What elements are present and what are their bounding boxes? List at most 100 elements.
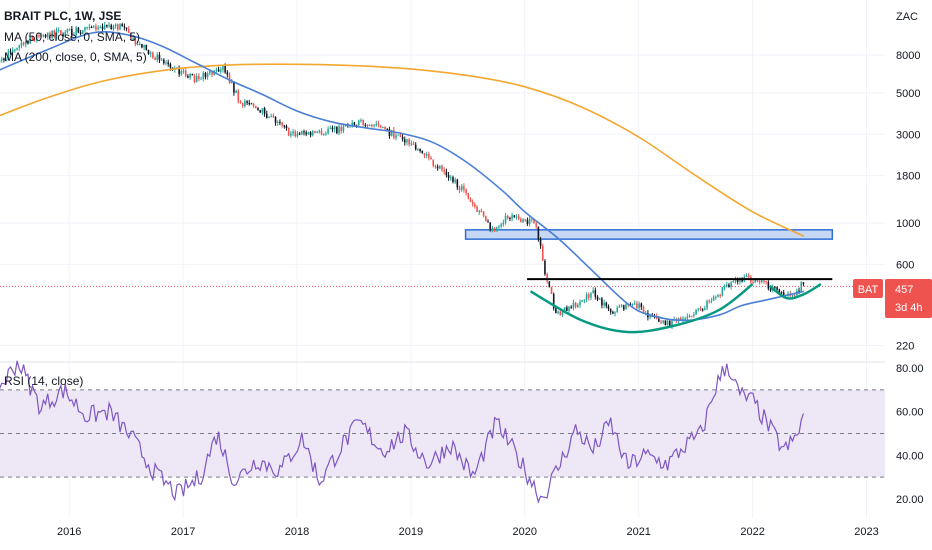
- candle-body: [73, 34, 75, 36]
- candle-body: [16, 48, 18, 50]
- candle-body: [101, 26, 104, 30]
- candle-body: [38, 35, 40, 37]
- candle-body: [198, 76, 200, 79]
- candle-body: [719, 295, 721, 297]
- candle-body: [671, 320, 673, 326]
- candle-body: [447, 175, 450, 178]
- candle-body: [202, 72, 205, 79]
- last-price-badge[interactable]: BAT 457 3d 4h: [853, 279, 932, 318]
- candle-body: [728, 284, 730, 287]
- candle-body: [62, 34, 64, 37]
- time-tick-label: 2016: [57, 526, 81, 538]
- candle-body: [60, 30, 62, 35]
- candle-body: [690, 315, 693, 317]
- candle-body: [541, 245, 544, 261]
- candle-body: [156, 54, 159, 60]
- candle-body: [309, 132, 312, 136]
- candle-body: [193, 74, 196, 82]
- candle-body: [607, 306, 610, 309]
- candle-body: [338, 126, 340, 134]
- candle-body: [209, 71, 211, 74]
- candle-body: [395, 135, 397, 138]
- candle-body: [252, 104, 255, 107]
- rsi-line-layer: [0, 360, 804, 504]
- cup-curve: [529, 283, 754, 334]
- candle-body: [526, 219, 529, 225]
- candle-body: [379, 125, 382, 128]
- candle-body: [662, 320, 665, 323]
- candle-body: [408, 139, 410, 145]
- candle-body: [362, 120, 364, 125]
- candle-body: [417, 148, 419, 150]
- rsi-axis[interactable]: 80.00 60.00 40.00 20.00: [896, 363, 924, 506]
- candle-body: [123, 26, 126, 28]
- candle-body: [294, 131, 297, 137]
- candle-body: [99, 26, 102, 28]
- candle-body: [235, 90, 237, 93]
- candle-body: [524, 219, 527, 221]
- candle-body: [22, 42, 25, 45]
- candle-body: [684, 318, 686, 320]
- candle-body: [537, 226, 540, 240]
- candle-body: [219, 69, 222, 72]
- candle-body: [169, 63, 172, 68]
- candle-body: [90, 26, 93, 28]
- drawings-layer: [527, 278, 833, 334]
- candle-body: [375, 123, 378, 126]
- candle-body: [314, 131, 316, 133]
- last-price-label: 457: [895, 284, 913, 296]
- price-axis[interactable]: ZAC 8000 5000 3000 1800 1000 600 220: [896, 11, 920, 353]
- candle-body: [717, 295, 719, 297]
- candle-body: [184, 70, 187, 77]
- candle-body: [467, 193, 470, 199]
- candle-body: [119, 24, 121, 30]
- candle-body: [145, 45, 148, 50]
- candles-layer: [0, 22, 805, 330]
- candle-body: [693, 314, 695, 316]
- candle-body: [701, 309, 704, 311]
- candle-body: [441, 165, 443, 170]
- countdown-label: 3d 4h: [895, 302, 923, 314]
- candle-body: [802, 282, 805, 284]
- candle-body: [666, 320, 669, 325]
- candle-body: [279, 121, 281, 123]
- candle-body: [112, 26, 115, 30]
- candle-body: [403, 139, 406, 143]
- rsi-band-layer: [0, 389, 885, 478]
- candle-body: [550, 287, 553, 294]
- candle-body: [224, 65, 226, 73]
- candle-body: [732, 281, 735, 283]
- price-pane[interactable]: [0, 0, 885, 518]
- candle-body: [307, 132, 310, 135]
- candle-body: [92, 26, 95, 28]
- candle-body: [233, 82, 235, 93]
- candle-body: [491, 227, 494, 230]
- candle-body: [136, 44, 139, 46]
- candle-body: [55, 30, 58, 37]
- price-grid: [0, 0, 885, 518]
- rsi-pane[interactable]: [0, 360, 885, 504]
- candle-body: [261, 108, 264, 113]
- candle-body: [765, 281, 767, 283]
- candle-body: [152, 52, 154, 58]
- candle-body: [583, 299, 586, 301]
- candle-body: [318, 130, 321, 133]
- candle-body: [255, 106, 257, 109]
- candle-body: [605, 302, 608, 307]
- candle-body: [769, 288, 772, 291]
- candle-body: [127, 28, 130, 33]
- candle-body: [592, 290, 594, 294]
- candle-body: [138, 44, 141, 46]
- time-axis[interactable]: 2016 2017 2018 2019 2020 2021 2022 2023: [57, 526, 879, 538]
- candle-body: [566, 307, 568, 311]
- candle-body: [756, 280, 759, 282]
- rsi-legend: RSI (14, close): [4, 374, 83, 388]
- rsi-tick-label: 20.00: [896, 494, 924, 506]
- candle-body: [686, 316, 689, 319]
- candle-body: [780, 292, 783, 294]
- support-zone-layer: [0, 229, 885, 287]
- candle-body: [493, 227, 496, 232]
- handle-curve: [768, 283, 822, 300]
- candle-body: [226, 72, 229, 75]
